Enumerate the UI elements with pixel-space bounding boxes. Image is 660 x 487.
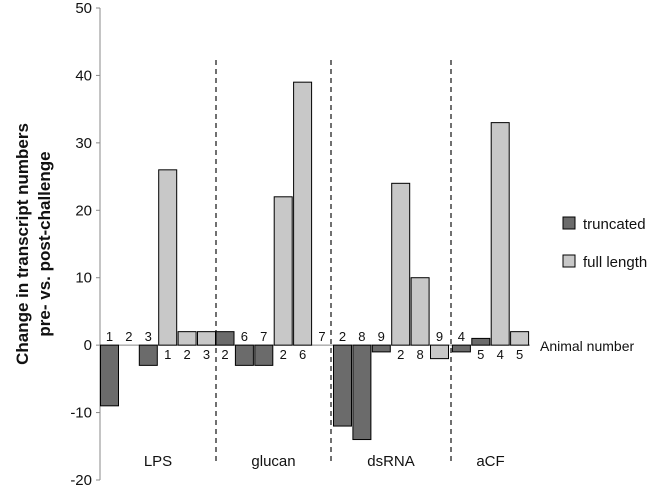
animal-number-label: 3 [145,329,152,344]
group-label: glucan [251,453,295,470]
group-label: aCF [476,453,504,470]
animal-number-label: 1 [164,347,171,362]
animal-number-label: 7 [260,329,267,344]
animal-number-label: 2 [280,347,287,362]
y-tick-label: 20 [75,202,92,219]
y-tick-label: 40 [75,67,92,84]
y-axis-title: Change in transcript numbers pre- vs. pos… [13,123,54,365]
legend-swatch [562,216,576,230]
animal-number-label: 8 [416,347,423,362]
legend-label: full length [583,254,647,271]
bar [234,344,254,366]
animal-number-label: 8 [358,329,365,344]
bar [273,196,293,346]
y-tick-label: 50 [75,0,92,17]
animal-number-label: 2 [221,347,228,362]
y-axis-title-line: Change in transcript numbers [13,123,32,365]
animal-number-label: 9 [436,329,443,344]
animal-number-label: 2 [183,347,190,362]
bar [471,337,491,346]
bar [177,331,197,346]
y-tick-label: 30 [75,135,92,152]
y-tick-label: -10 [70,405,92,422]
animal-number-annotation: Animal number [540,338,634,354]
animal-number-label: 2 [397,347,404,362]
bar [430,344,449,360]
animal-number-label: 6 [299,347,306,362]
y-tick-label: 0 [84,337,92,354]
bar [293,81,313,346]
animal-number-label: 5 [516,347,523,362]
y-tick-label: -20 [70,472,92,487]
bar [100,344,119,407]
animal-number-label: 4 [497,347,504,362]
bar [490,122,510,346]
animal-number-label: 1 [106,329,113,344]
bar [197,331,216,346]
animal-number-label: 2 [339,329,346,344]
group-label: dsRNA [367,453,415,470]
bar [352,344,372,441]
bar [254,344,274,366]
group-label: LPS [144,453,172,470]
legend: truncated full length [562,216,647,271]
animal-number-label: 7 [318,329,325,344]
bar [158,169,178,346]
legend-label: truncated [583,216,646,233]
bar [510,331,530,346]
animal-number-label: 3 [203,347,210,362]
y-tick-label: 10 [75,270,92,287]
animal-number-label: 5 [477,347,484,362]
bar [371,344,391,353]
axis-layer: -20 -10 0 10 20 30 40 50 Change in transcript nu… [13,0,530,487]
y-axis-title-line: pre- vs. post-challenge [35,151,54,336]
legend-swatch [562,254,576,268]
bar [138,344,158,366]
animal-number-label: 9 [378,329,385,344]
bar [215,331,235,346]
bar [410,277,430,346]
bar [391,182,411,346]
bar [333,344,352,427]
animal-number-label: 6 [241,329,248,344]
bars-layer [100,81,530,441]
bar [451,344,471,353]
animal-number-label: 2 [125,329,132,344]
animal-number-label: 4 [458,329,465,344]
